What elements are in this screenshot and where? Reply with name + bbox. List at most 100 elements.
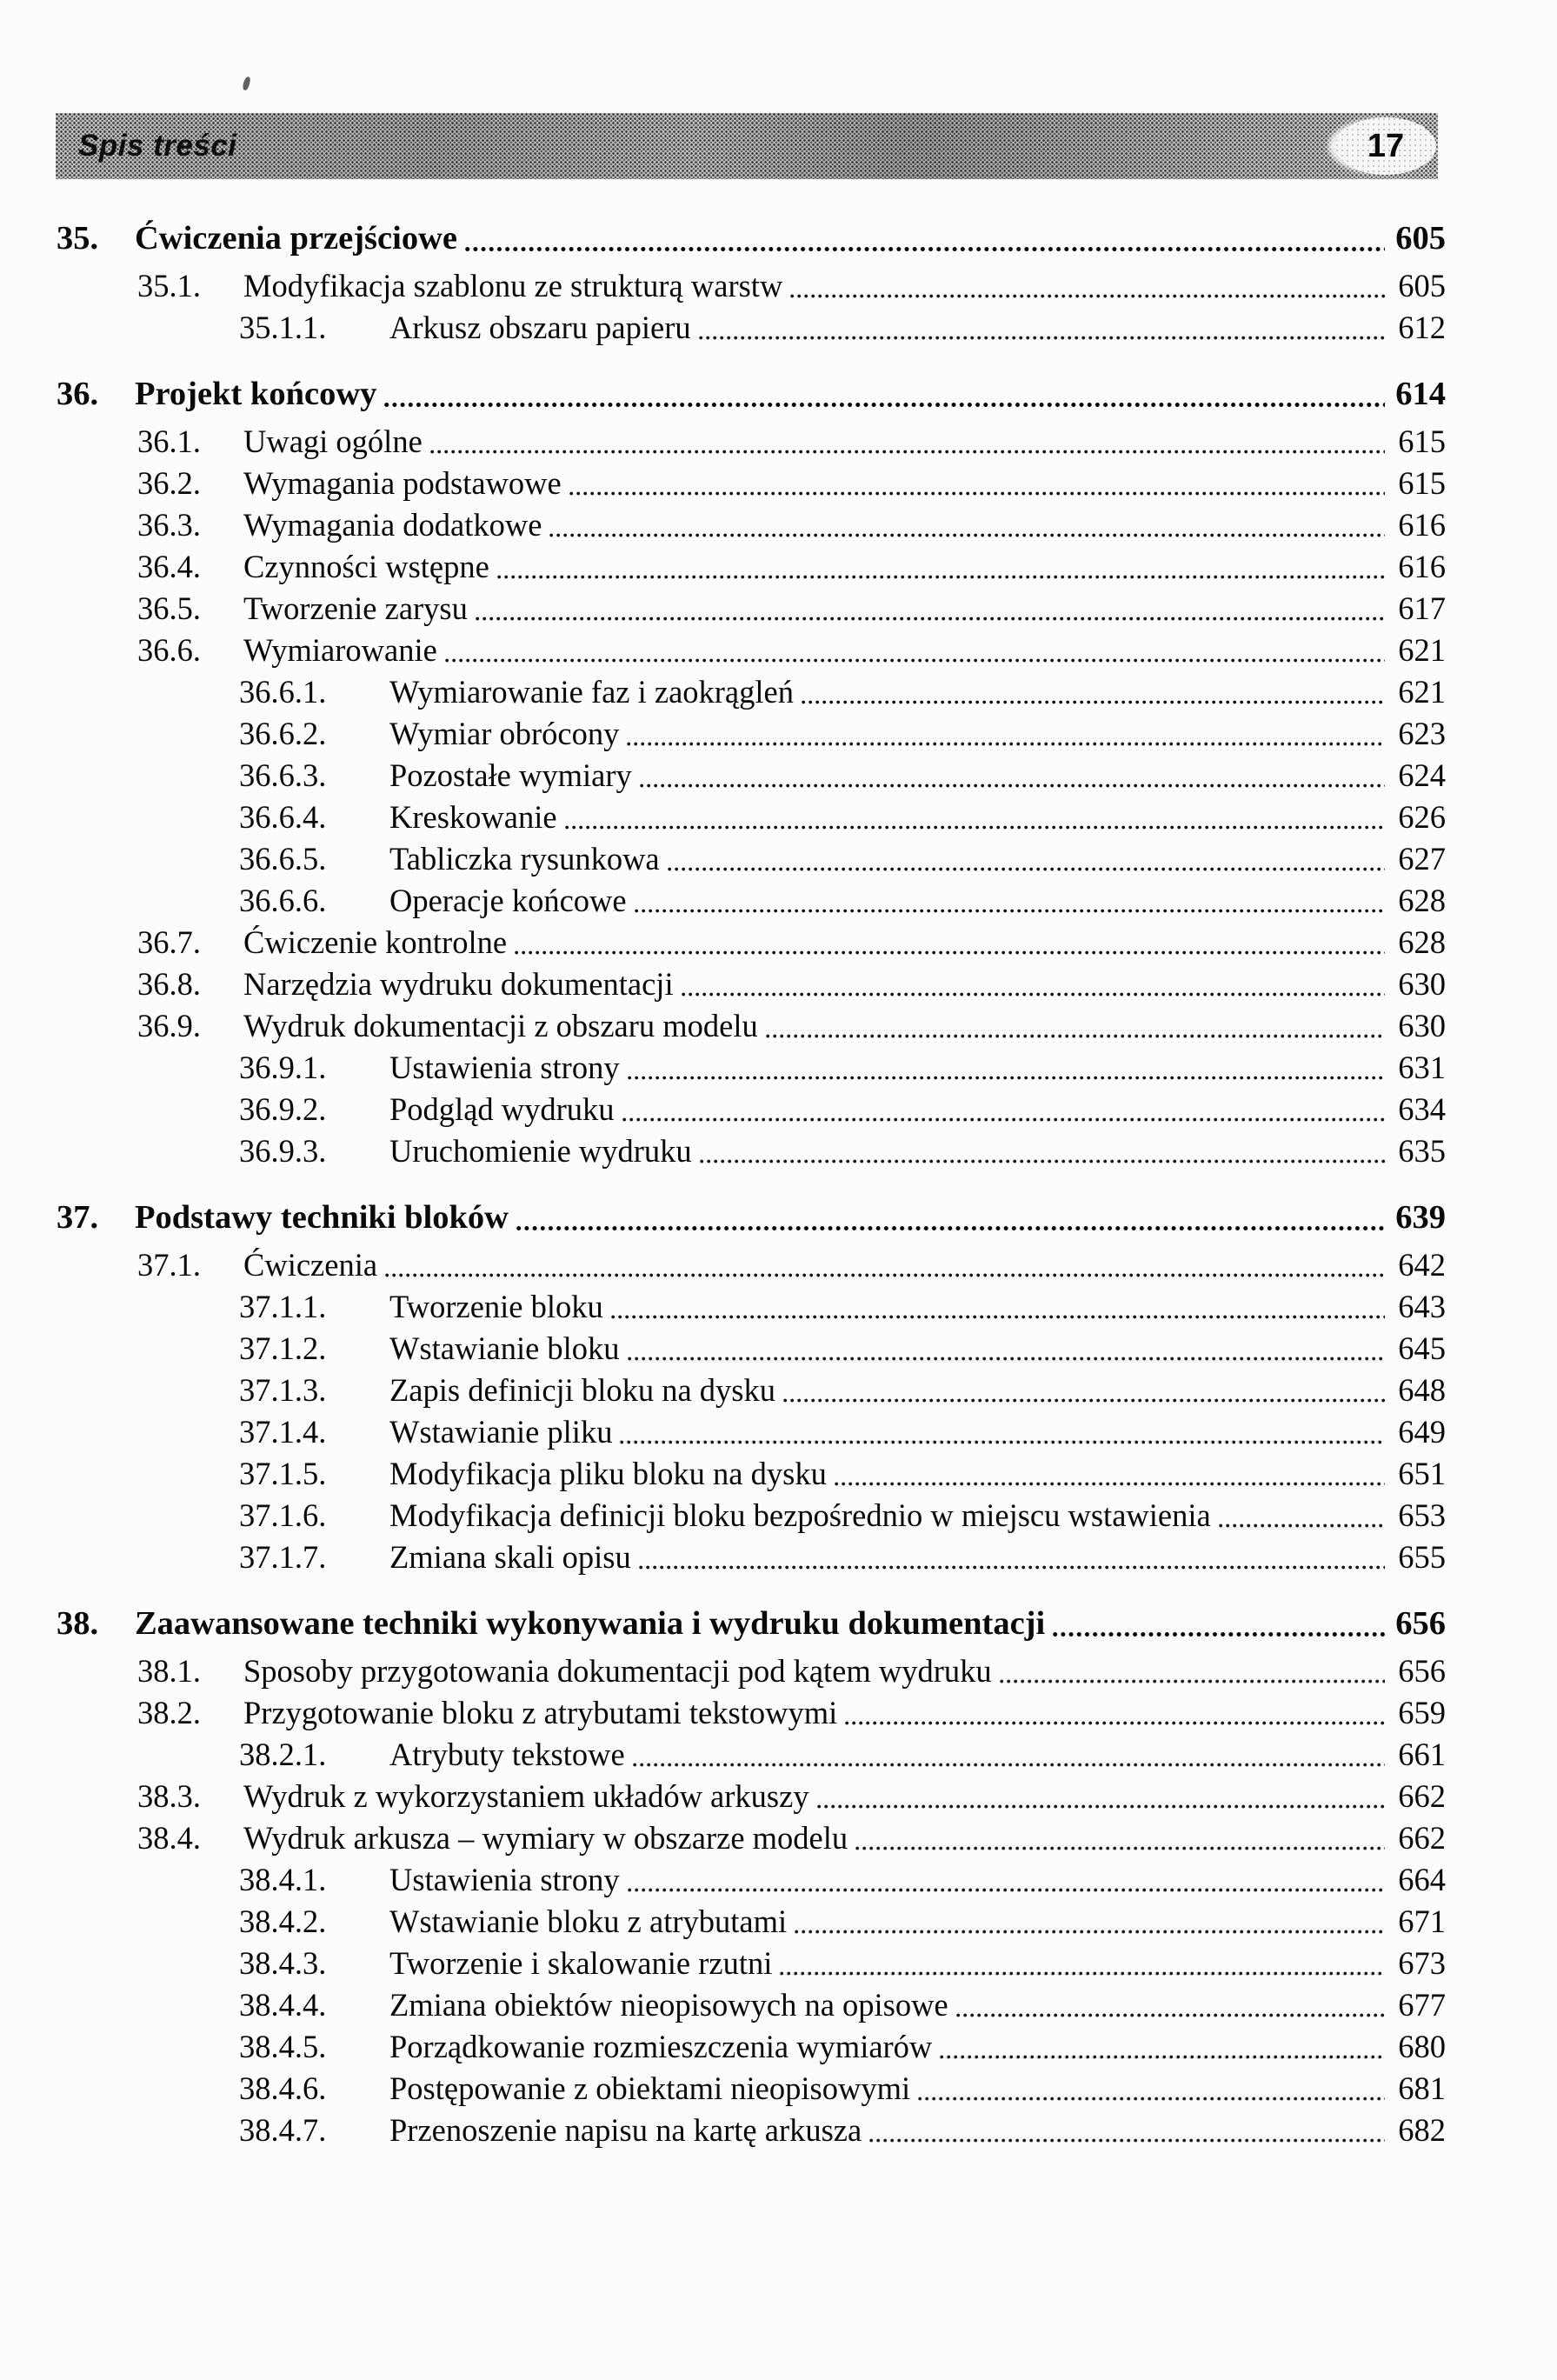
dot-leader [569, 490, 1385, 497]
dot-leader [918, 2095, 1385, 2103]
toc-entry-number: 38.4.1. [239, 1862, 327, 1897]
dot-leader [549, 531, 1385, 539]
toc-entry-page: 661 [1398, 1737, 1446, 1772]
toc-entry-page: 635 [1398, 1133, 1446, 1169]
toc-entry-page: 621 [1398, 674, 1446, 710]
toc-entry-page: 628 [1398, 924, 1446, 960]
toc-entry-number: 36.6.2. [239, 716, 327, 751]
toc-entry-title: Zapis definicji bloku na dysku [389, 1372, 776, 1408]
toc-entry-title: Wymagania dodatkowe [243, 507, 542, 543]
toc-entry-number: 37.1.5. [239, 1456, 327, 1491]
toc-entry-number: 37.1.1. [239, 1289, 327, 1324]
toc-entry-title: Wymiarowanie [243, 632, 437, 668]
toc-entry: 36.6. Wymiarowanie 621 [57, 630, 1446, 671]
toc-entry-page: 673 [1398, 1945, 1446, 1981]
toc-entry-title: Arkusz obszaru papieru [389, 310, 691, 345]
toc-entry-number: 38.4.7. [239, 2112, 327, 2148]
toc-entry: 38.4.1. Ustawienia strony 664 [57, 1859, 1446, 1901]
scan-artifact [242, 76, 251, 91]
dot-leader [627, 1074, 1385, 1082]
toc-entry-title: Tworzenie bloku [389, 1289, 603, 1324]
toc-entry-page: 630 [1398, 966, 1446, 1002]
toc-entry-title: Tworzenie zarysu [243, 590, 468, 626]
toc-entry-page: 645 [1398, 1330, 1446, 1366]
header-bar: Spis treści 17 [56, 113, 1438, 179]
toc-entry-title: Modyfikacja szablonu ze strukturą warstw [243, 268, 783, 303]
dot-leader [627, 1355, 1385, 1363]
toc-entry: 36.9.2. Podgląd wydruku 634 [57, 1089, 1446, 1130]
toc-entry-title: Zmiana obiektów nieopisowych na opisowe [389, 1987, 948, 2023]
dot-leader [834, 1480, 1385, 1488]
toc-entry: 36.6.3. Pozostałe wymiary 624 [57, 755, 1446, 797]
toc-entry-number: 36.4. [137, 549, 201, 584]
toc-entry-title: Wymagania podstawowe [243, 465, 562, 501]
toc-entry-number: 38.4.2. [239, 1903, 327, 1939]
toc-entry-number: 37.1.6. [239, 1497, 327, 1533]
toc-entry-page: 612 [1398, 310, 1446, 345]
toc-entry-title: Wymiar obrócony [389, 716, 620, 751]
toc-entry: 38.4.5. Porządkowanie rozmieszczenia wym… [57, 2026, 1446, 2068]
toc-entry-title: Tworzenie i skalowanie rzutni [389, 1945, 773, 1981]
toc-entry-number: 38.1. [137, 1653, 201, 1689]
toc-entry-page: 605 [1395, 220, 1446, 257]
toc-entry: 38.2. Przygotowanie bloku z atrybutami t… [57, 1692, 1446, 1734]
dot-leader [999, 1677, 1385, 1685]
toc-entry-page: 662 [1398, 1778, 1446, 1814]
dot-leader [627, 1886, 1385, 1894]
toc-entry-page: 634 [1398, 1091, 1446, 1127]
dot-leader [801, 698, 1385, 706]
toc-entry: 38.4.4. Zmiana obiektów nieopisowych na … [57, 1984, 1446, 2026]
toc-entry-number: 38.4.3. [239, 1945, 327, 1981]
toc-entry-page: 656 [1395, 1605, 1446, 1642]
toc-entry-number: 36.6. [137, 632, 201, 668]
toc-entry-page: 615 [1398, 423, 1446, 459]
dot-leader [1053, 1630, 1385, 1638]
toc-entry: 38.4.6. Postępowanie z obiektami nieopis… [57, 2068, 1446, 2110]
toc-entry-page: 631 [1398, 1050, 1446, 1085]
toc-entry-number: 36.5. [137, 590, 201, 626]
toc-entry-number: 35. [57, 220, 99, 257]
toc-entry: 36.7. Ćwiczenie kontrolne 628 [57, 922, 1446, 963]
toc-entry: 37.1.3. Zapis definicji bloku na dysku 6… [57, 1370, 1446, 1411]
toc-entry-title: Atrybuty tekstowe [389, 1737, 625, 1772]
toc-entry: 36.4. Czynności wstępne 616 [57, 546, 1446, 588]
toc-entry-page: 649 [1398, 1414, 1446, 1450]
dot-leader [940, 2053, 1385, 2061]
dot-leader [632, 1761, 1385, 1769]
toc-entry: 37.1.2. Wstawianie bloku 645 [57, 1328, 1446, 1370]
toc-entry-page: 617 [1398, 590, 1446, 626]
toc-entry-number: 38.3. [137, 1778, 201, 1814]
toc-entry-title: Ustawienia strony [389, 1050, 620, 1085]
toc-entry-number: 38.4.4. [239, 1987, 327, 2023]
toc-entry: 35. Ćwiczenia przejściowe 605 [57, 217, 1446, 259]
dot-leader [622, 1116, 1385, 1123]
toc-entry-page: 659 [1398, 1695, 1446, 1730]
toc-entry-number: 36.7. [137, 924, 201, 960]
dot-leader [627, 740, 1385, 748]
toc-entry: 36.3. Wymagania dodatkowe 616 [57, 504, 1446, 546]
toc-entry-page: 639 [1395, 1199, 1446, 1236]
toc-entry-number: 38.4.5. [239, 2029, 327, 2064]
toc-entry-number: 38.4. [137, 1820, 201, 1856]
dot-leader [475, 615, 1385, 623]
toc-entry-page: 627 [1398, 841, 1446, 877]
toc-entry: 38.4.2. Wstawianie bloku z atrybutami 67… [57, 1901, 1446, 1943]
dot-leader [845, 1719, 1385, 1727]
toc-entry-title: Porządkowanie rozmieszczenia wymiarów [389, 2029, 933, 2064]
toc-entry: 36.6.5. Tabliczka rysunkowa 627 [57, 838, 1446, 880]
dot-leader [620, 1438, 1385, 1446]
toc-entry-page: 680 [1398, 2029, 1446, 2064]
dot-leader [783, 1397, 1385, 1404]
toc-entry-title: Narzędzia wydruku dokumentacji [243, 966, 674, 1002]
toc-entry-number: 38. [57, 1605, 99, 1642]
toc-entry-page: 681 [1398, 2070, 1446, 2106]
toc-entry: 37.1.4. Wstawianie pliku 649 [57, 1411, 1446, 1453]
toc-entry-number: 36.6.6. [239, 883, 327, 918]
toc-entry-page: 648 [1398, 1372, 1446, 1408]
toc-entry: 37.1.5. Modyfikacja pliku bloku na dysku… [57, 1453, 1446, 1495]
toc-entry-title: Wstawianie pliku [389, 1414, 613, 1450]
toc-entry: 37.1.1. Tworzenie bloku 643 [57, 1286, 1446, 1328]
toc-entry-title: Wymiarowanie faz i zaokrągleń [389, 674, 794, 710]
toc-entry: 38.3. Wydruk z wykorzystaniem układów ar… [57, 1776, 1446, 1817]
toc-entry-title: Ćwiczenia [243, 1247, 378, 1283]
